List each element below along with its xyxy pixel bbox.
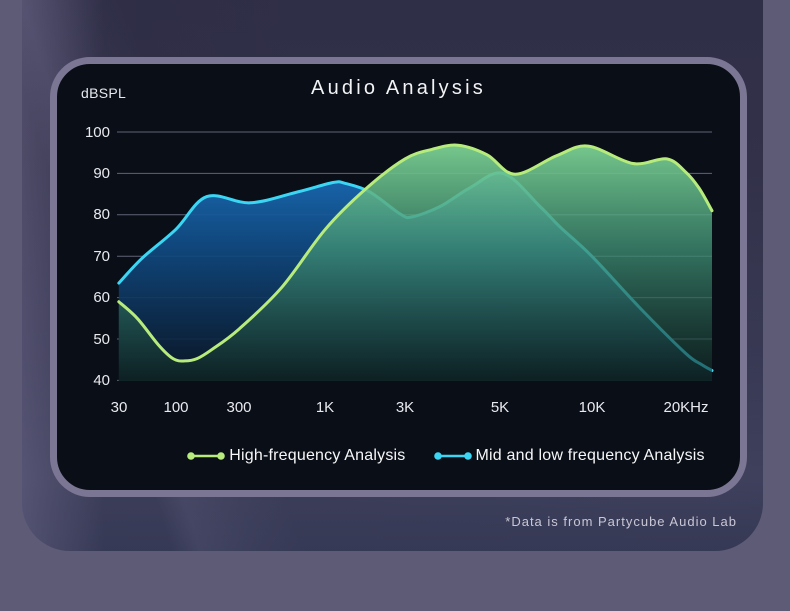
y-tick-label-70: 70	[93, 248, 110, 265]
x-tick-label-100: 100	[163, 399, 189, 416]
x-tick-label-20KHz: 20KHz	[663, 399, 709, 416]
chart-title: Audio Analysis	[311, 77, 486, 99]
data-source-note: *Data is from Partycube Audio Lab	[505, 514, 737, 529]
y-tick-label-80: 80	[93, 206, 110, 223]
curve-high-frequency	[117, 143, 714, 363]
x-tick-label-5K: 5K	[490, 399, 510, 416]
y-tick-label-50: 50	[93, 331, 110, 348]
y-tick-label-90: 90	[93, 165, 110, 182]
x-tick-label-300: 300	[226, 399, 252, 416]
legend-label: High-frequency Analysis	[229, 447, 406, 464]
legend-marker-icon	[433, 452, 472, 460]
x-tick-label-3K: 3K	[395, 399, 415, 416]
legend-label: Mid and low frequency Analysis	[475, 447, 705, 464]
plot-area	[117, 131, 714, 381]
y-axis-unit-label: dBSPL	[81, 85, 127, 101]
legend-item-high-frequency: High-frequency Analysis	[186, 447, 405, 465]
x-tick-label-1K: 1K	[315, 399, 335, 416]
frequency-response-chart	[117, 131, 714, 381]
legend-item-mid-low-frequency: Mid and low frequency Analysis	[433, 447, 705, 465]
y-tick-label-60: 60	[93, 289, 110, 306]
chart-legend: High-frequency Analysis Mid and low frequ…	[57, 447, 740, 465]
audio-analysis-card: Audio Analysis dBSPL 100 90 80 70 60 50 40 30 10…	[50, 57, 747, 497]
x-tick-label-10K: 10K	[578, 399, 606, 416]
legend-marker-icon	[187, 452, 226, 460]
y-tick-label-40: 40	[93, 372, 110, 389]
y-tick-label-100: 100	[84, 124, 110, 141]
card-content: Audio Analysis dBSPL 100 90 80 70 60 50 40 30 10…	[57, 64, 740, 490]
area-high-frequency	[118, 145, 713, 381]
x-tick-label-30: 30	[110, 399, 128, 416]
